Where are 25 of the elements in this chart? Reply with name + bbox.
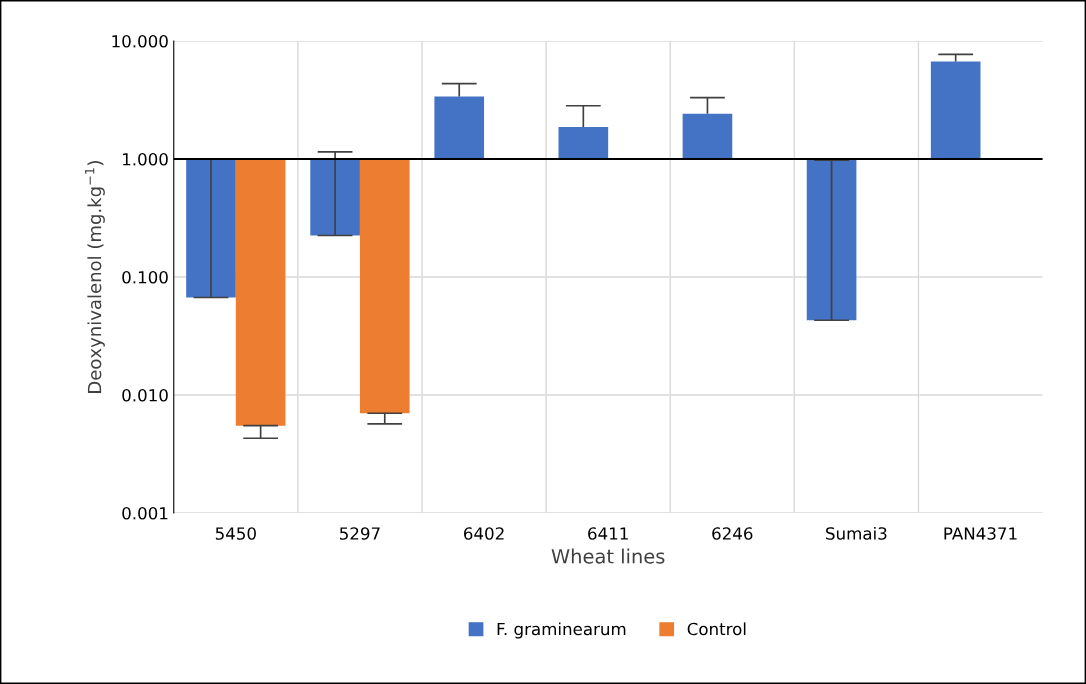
bar xyxy=(310,159,360,236)
x-axis-title: Wheat lines xyxy=(551,548,665,564)
bar xyxy=(434,96,485,160)
x-tick-label: 6402 xyxy=(464,527,504,540)
y-tick-label: 10.000 xyxy=(112,35,168,48)
x-tick-label: 6411 xyxy=(588,527,628,540)
legend-label: F. graminearum xyxy=(497,622,626,639)
x-tick-label: 5450 xyxy=(215,527,256,540)
bar xyxy=(359,159,410,414)
bar xyxy=(235,159,286,426)
y-tick-label: 1.000 xyxy=(123,152,168,166)
y-tick-label: 0.001 xyxy=(122,506,168,520)
y-axis-title: Deoxynivalenol (mg.kg$^{−1}$) xyxy=(84,161,105,393)
x-tick-label: 6246 xyxy=(712,527,753,540)
bar xyxy=(558,126,609,160)
x-tick-label: 5297 xyxy=(340,527,380,540)
bar xyxy=(682,113,733,160)
x-tick-label: Sumai3 xyxy=(826,526,887,540)
bar xyxy=(930,61,981,160)
legend-label: Control xyxy=(687,622,746,636)
bar xyxy=(186,159,236,298)
y-tick-label: 0.010 xyxy=(122,388,168,402)
x-tick-label: PAN4371 xyxy=(944,527,1017,540)
y-tick-label: 0.100 xyxy=(122,270,168,284)
bar xyxy=(806,159,857,321)
